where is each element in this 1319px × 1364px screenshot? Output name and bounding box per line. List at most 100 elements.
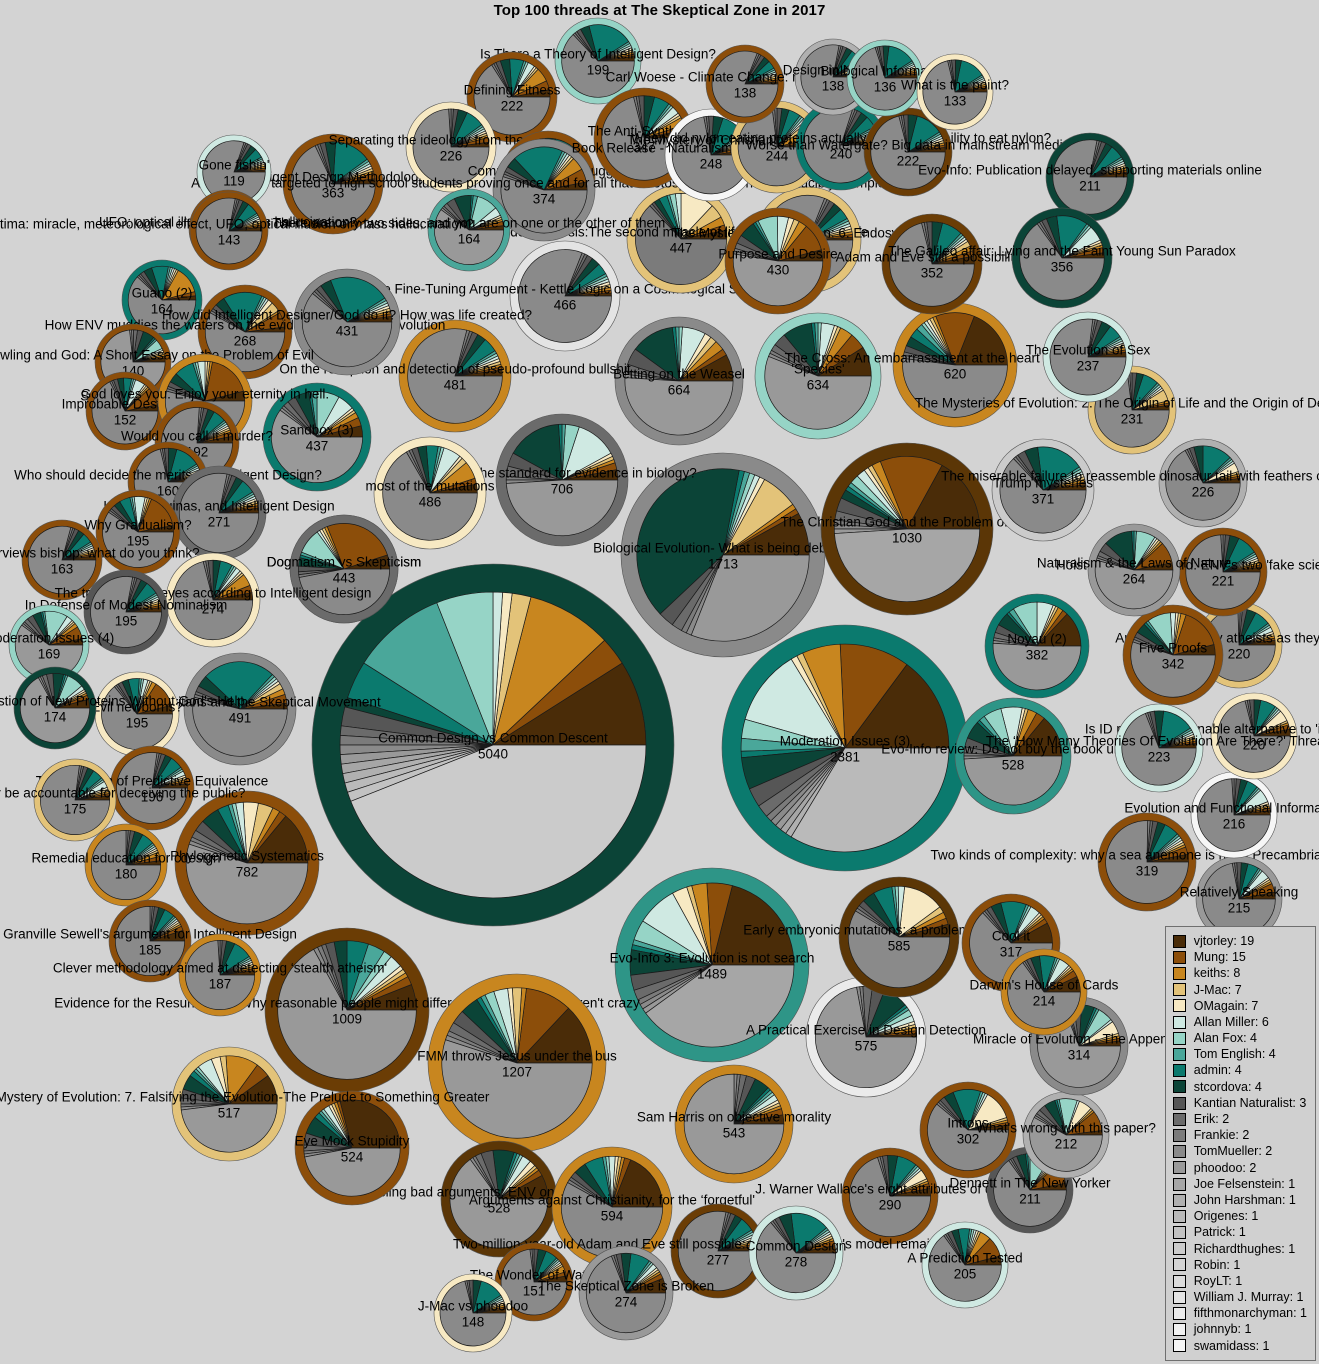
- bubble-pie[interactable]: [1157, 437, 1249, 529]
- bubble-pie[interactable]: [753, 311, 883, 441]
- bubble-pie[interactable]: [723, 206, 833, 316]
- bubble-pie[interactable]: [1028, 995, 1130, 1097]
- bubble-pie[interactable]: [293, 1089, 411, 1207]
- bubble-pie[interactable]: [918, 1080, 1018, 1180]
- bubble-pie[interactable]: [508, 239, 622, 353]
- bubble-pie[interactable]: [999, 947, 1089, 1037]
- bubble-pie[interactable]: [845, 38, 925, 118]
- author-ring: [184, 653, 296, 765]
- bubble-pie[interactable]: [1086, 522, 1182, 618]
- bubble-pie[interactable]: [1096, 811, 1198, 913]
- pie-slice: [922, 60, 988, 125]
- bubble-pie[interactable]: [1086, 364, 1178, 456]
- bubble-pie[interactable]: [170, 1045, 288, 1163]
- bubble-pie[interactable]: [426, 187, 512, 273]
- bubble-pie[interactable]: [310, 562, 676, 928]
- bubble-pie[interactable]: [177, 932, 263, 1018]
- bubble-pie[interactable]: [170, 464, 268, 562]
- bubble-pie[interactable]: [432, 1272, 514, 1354]
- legend-item: Joe Felsenstein: 1: [1172, 1176, 1307, 1192]
- bubble-pie[interactable]: [619, 451, 827, 659]
- bubble-pie[interactable]: [1209, 691, 1299, 781]
- bubble-pie[interactable]: [720, 623, 970, 873]
- bubble-pie[interactable]: [83, 822, 169, 908]
- bubble-pie[interactable]: [704, 43, 786, 125]
- bubble-pie[interactable]: [182, 651, 298, 767]
- bubble-pie[interactable]: [164, 551, 262, 649]
- bubble-pie[interactable]: [553, 16, 643, 106]
- bubble-pie[interactable]: [1044, 131, 1136, 223]
- bubble-pie[interactable]: [107, 898, 193, 984]
- bubble-pie[interactable]: [120, 258, 204, 342]
- bubble-pie[interactable]: [915, 52, 995, 132]
- bubble-pie[interactable]: [673, 1063, 795, 1185]
- bubble-pie[interactable]: [1021, 1090, 1111, 1180]
- bubble-pie[interactable]: [577, 1244, 675, 1342]
- pie-slice: [847, 910, 951, 989]
- bubble-pie[interactable]: [862, 106, 954, 198]
- pie-slice: [40, 765, 110, 835]
- bubble-pie[interactable]: [372, 435, 488, 551]
- bubble-pie[interactable]: [837, 875, 961, 999]
- bubble-pie[interactable]: [960, 892, 1062, 994]
- bubble-pie[interactable]: [263, 926, 431, 1094]
- legend-label: Robin: 1: [1193, 1257, 1241, 1272]
- bubble-pie[interactable]: [93, 322, 173, 402]
- bubble-pie[interactable]: [953, 696, 1073, 816]
- legend: vjtorley: 19 Mung: 15 keiths: 8 J-Mac: 7 OMa…: [1164, 926, 1316, 1361]
- bubble-pie[interactable]: [12, 665, 98, 751]
- bubble-pie[interactable]: [819, 441, 995, 617]
- legend-label: Richardthughes: 1: [1193, 1241, 1296, 1256]
- bubble-pie[interactable]: [465, 50, 559, 144]
- bubble-pie[interactable]: [288, 513, 400, 625]
- bubble-pie[interactable]: [397, 318, 513, 434]
- bubble-pie[interactable]: [550, 1145, 674, 1269]
- bubble-pie[interactable]: [880, 212, 984, 316]
- bubble-pie[interactable]: [1041, 310, 1135, 404]
- bubble-pie[interactable]: [196, 283, 294, 381]
- bubble-pie[interactable]: [494, 412, 630, 548]
- bubble-pie[interactable]: [891, 301, 1019, 429]
- pie-slice: [1165, 449, 1241, 521]
- bubble-pie[interactable]: [613, 866, 811, 1064]
- bubble-pie[interactable]: [20, 518, 104, 602]
- bubble-pie[interactable]: [173, 789, 321, 937]
- bubble-pie[interactable]: [663, 107, 759, 203]
- pie-slice: [732, 253, 824, 307]
- bubble-pie[interactable]: [281, 132, 385, 236]
- bubble-pie[interactable]: [983, 592, 1091, 700]
- bubble-pie[interactable]: [1010, 206, 1114, 310]
- bubble-pie[interactable]: [108, 744, 196, 832]
- bubble-pie[interactable]: [32, 757, 118, 843]
- bubble-pie[interactable]: [1113, 702, 1205, 794]
- bubble-pie[interactable]: [426, 972, 608, 1154]
- bubble-pie[interactable]: [613, 315, 745, 447]
- bubble-pie[interactable]: [292, 267, 402, 377]
- bubble-pie[interactable]: [493, 1241, 575, 1323]
- bubble-pie[interactable]: [94, 488, 182, 576]
- bubble-pie[interactable]: [188, 190, 270, 272]
- bubble-pie[interactable]: [404, 100, 498, 194]
- pie-slice: [301, 292, 393, 368]
- bubble-pie[interactable]: [804, 975, 928, 1099]
- bubble-pie[interactable]: [82, 568, 170, 656]
- legend-swatch-icon: [1172, 1096, 1186, 1110]
- page-title: Top 100 threads at The Skeptical Zone in…: [493, 2, 826, 19]
- bubble-pie[interactable]: [1177, 526, 1269, 618]
- bubble-pie[interactable]: [1189, 770, 1279, 860]
- pie-slice: [412, 108, 490, 186]
- bubble-pie[interactable]: [491, 137, 597, 243]
- bubble-pie[interactable]: [669, 1202, 767, 1300]
- bubble-pie[interactable]: [1121, 603, 1225, 707]
- bubble-pie[interactable]: [261, 381, 373, 493]
- bubble-pie[interactable]: [840, 1146, 940, 1246]
- author-ring: [293, 268, 401, 376]
- bubble-pie[interactable]: [990, 437, 1096, 543]
- bubble-pie[interactable]: [920, 1220, 1010, 1310]
- bubble-pie[interactable]: [747, 1204, 845, 1302]
- pie-slice: [1217, 700, 1291, 773]
- bubble-pie[interactable]: [439, 1139, 559, 1259]
- author-ring: [749, 1206, 843, 1300]
- pie-slice: [711, 50, 779, 118]
- pie-slice: [277, 948, 417, 1080]
